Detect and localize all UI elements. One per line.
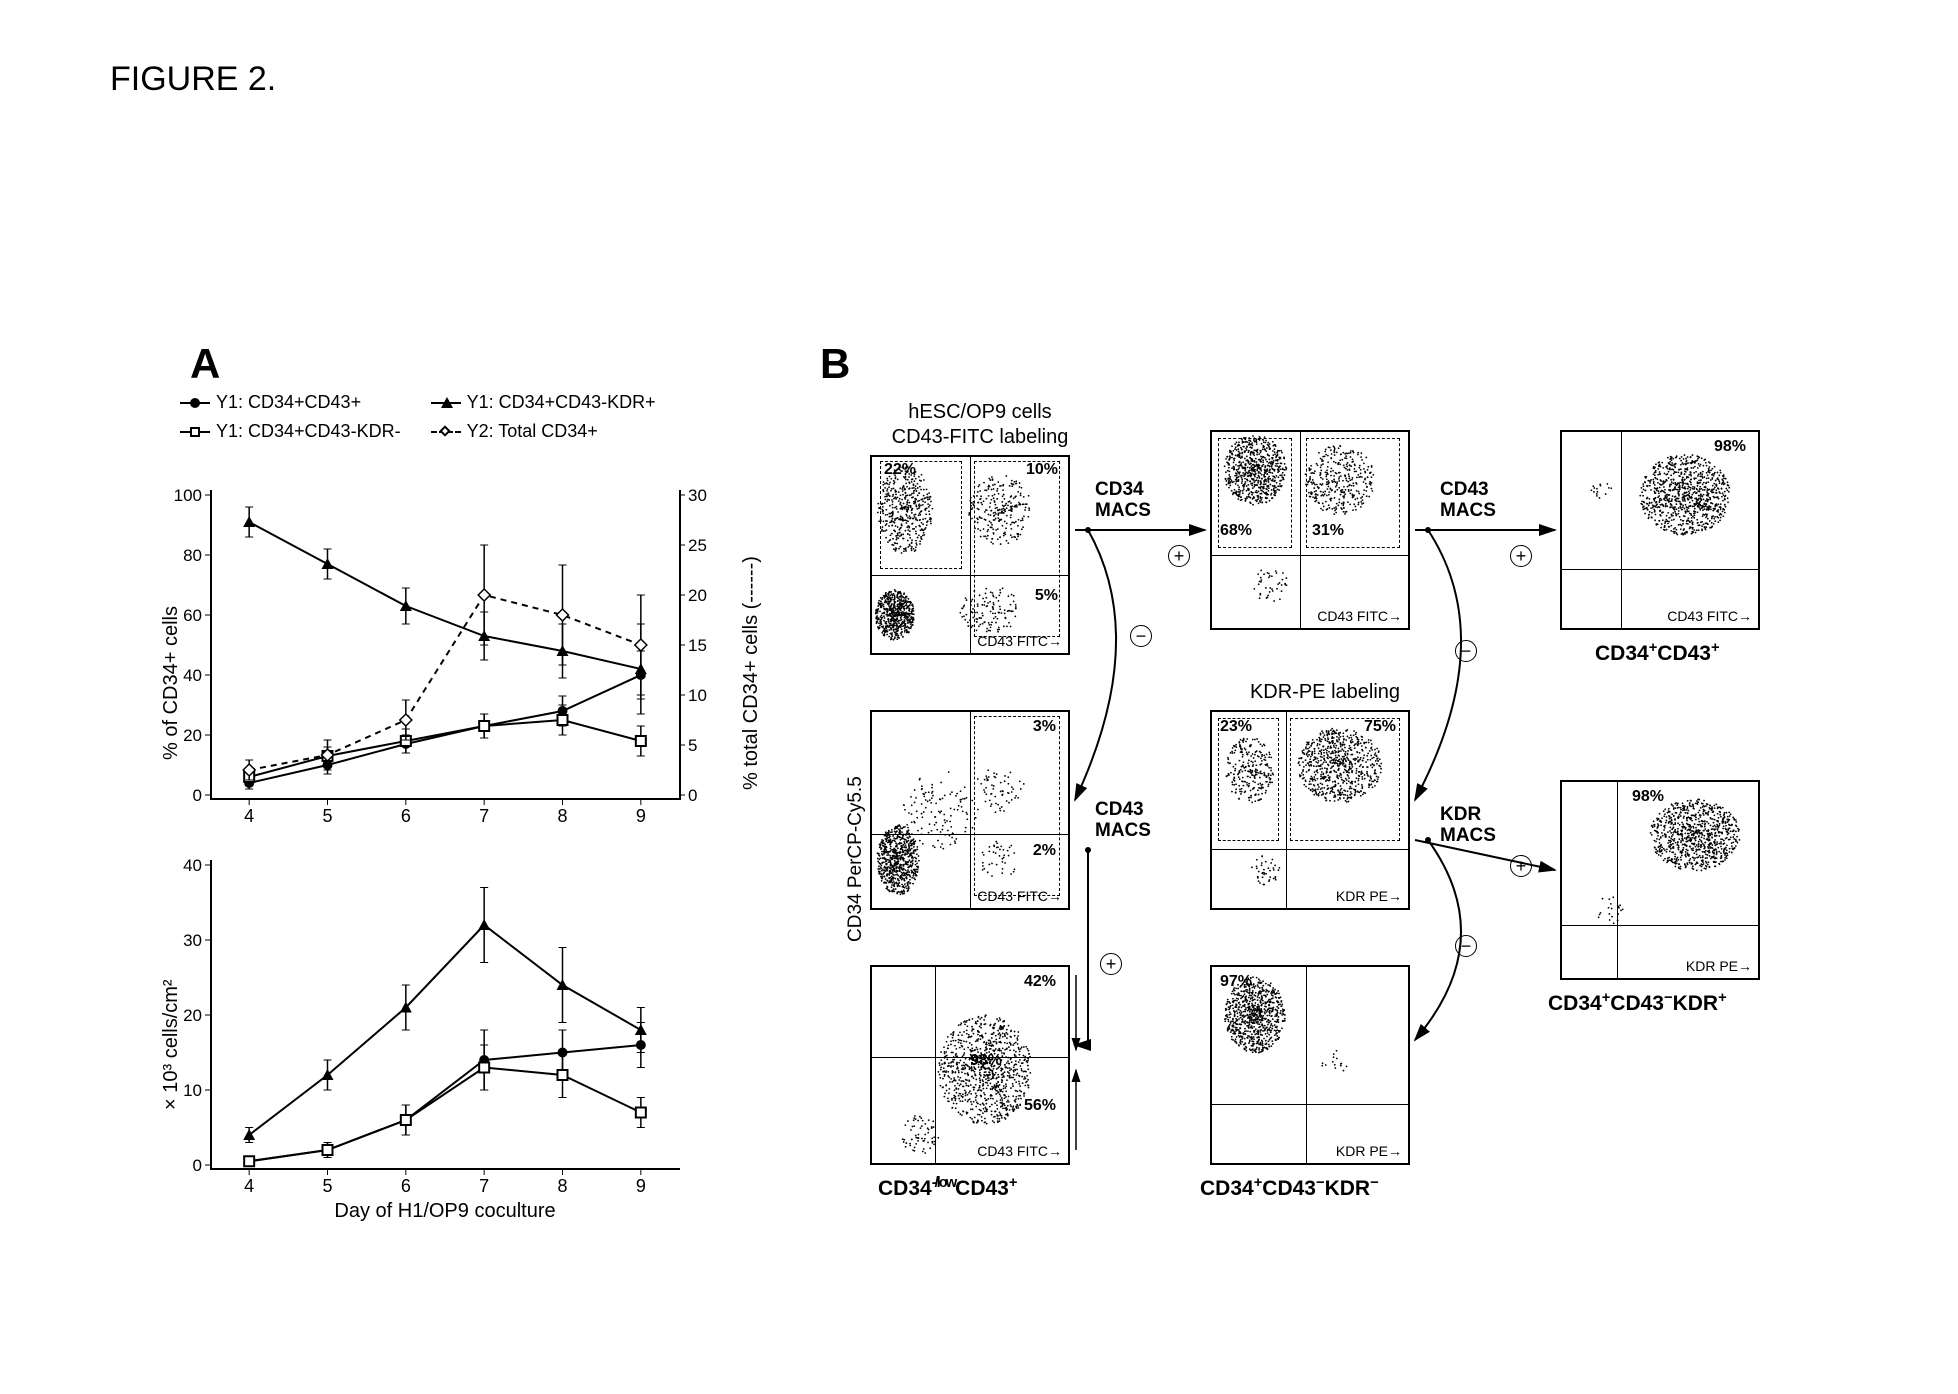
final-label-p7: CD34-/lowCD43+ (878, 1175, 1017, 1201)
y2-axis-label: % total CD34+ cells (------) (740, 556, 763, 790)
svg-text:40: 40 (183, 666, 202, 685)
svg-text:4: 4 (244, 806, 254, 826)
minus-icon: − (1130, 625, 1152, 647)
facs-plot-p3: 98% CD43 FITC→ (1560, 430, 1760, 630)
panel-b-kdr-label: KDR-PE labeling (1225, 680, 1425, 704)
svg-text:4: 4 (244, 1176, 254, 1196)
ax: KDR PE→ (1336, 888, 1402, 904)
chart-a-top-svg: 020406080100051015202530456789 (210, 490, 680, 800)
pct: 98% (1632, 788, 1664, 806)
ax: KDR PE→ (1336, 1143, 1402, 1159)
svg-text:20: 20 (183, 1006, 202, 1025)
pct: 3% (1033, 718, 1056, 736)
svg-text:60: 60 (183, 606, 202, 625)
final-label-p3: CD34+CD43+ (1595, 640, 1720, 666)
y-axis-label: × 10³ cells/cm² (160, 979, 183, 1110)
plus-icon: + (1510, 855, 1532, 877)
svg-text:20: 20 (183, 726, 202, 745)
svg-text:30: 30 (183, 931, 202, 950)
legend-item-2: Y1: CD34+CD43-KDR+ (431, 390, 656, 415)
pct: 56% (1024, 1097, 1056, 1115)
svg-text:30: 30 (688, 486, 707, 505)
legend-item-1: Y1: CD34+CD43+ (180, 390, 401, 415)
minus-icon: − (1455, 640, 1477, 662)
chart-a-bottom-svg: 010203040456789 (210, 860, 680, 1170)
svg-text:20: 20 (688, 586, 707, 605)
facs-plot-p8: 97% KDR PE→ (1210, 965, 1410, 1165)
ax: CD43 FITC→ (977, 888, 1062, 904)
svg-text:10: 10 (183, 1081, 202, 1100)
chart-legend: Y1: CD34+CD43+ Y1: CD34+CD43-KDR+ Y1: CD… (180, 390, 656, 444)
pct: 22% (884, 461, 916, 479)
x-axis-label: Day of H1/OP9 coculture (290, 1200, 600, 1223)
svg-text:6: 6 (401, 1176, 411, 1196)
panel-b-y-axis: CD34 PerCP-Cy5.5 (845, 776, 867, 942)
panel-b-label: B (820, 340, 850, 388)
ax: CD43 FITC→ (1667, 608, 1752, 624)
svg-text:40: 40 (183, 856, 202, 875)
svg-text:5: 5 (322, 806, 332, 826)
ax: CD43 FITC→ (977, 633, 1062, 649)
facs-plot-p1: 22% 10% 5% CD43 FITC→ (870, 455, 1070, 655)
facs-plot-p2: 68% 31% CD43 FITC→ (1210, 430, 1410, 630)
facs-plot-p6: 98% KDR PE→ (1560, 780, 1760, 980)
pct: 97% (1220, 973, 1252, 991)
pct: 98% (970, 1052, 1002, 1070)
plus-icon: + (1510, 545, 1532, 567)
svg-text:100: 100 (174, 486, 202, 505)
macs-cd34: CD34MACS (1095, 480, 1151, 522)
svg-text:80: 80 (183, 546, 202, 565)
svg-text:7: 7 (479, 1176, 489, 1196)
svg-text:9: 9 (636, 1176, 646, 1196)
facs-plot-p7: 42% 98% 56% CD43 FITC→ (870, 965, 1070, 1165)
svg-text:5: 5 (322, 1176, 332, 1196)
svg-text:8: 8 (557, 1176, 567, 1196)
macs-kdr: KDRMACS (1440, 805, 1496, 847)
svg-text:0: 0 (193, 786, 202, 805)
svg-text:5: 5 (688, 736, 697, 755)
final-label-p6: CD34+CD43−KDR+ (1548, 990, 1727, 1016)
facs-plot-p5: 23% 75% KDR PE→ (1210, 710, 1410, 910)
legend-label: Y1: CD34+CD43-KDR+ (467, 390, 656, 415)
ax: CD43 FITC→ (1317, 608, 1402, 624)
legend-item-4: Y2: Total CD34+ (431, 419, 656, 444)
svg-text:0: 0 (193, 1156, 202, 1175)
y1-axis-label: % of CD34+ cells (160, 606, 183, 760)
svg-text:25: 25 (688, 536, 707, 555)
pct: 31% (1312, 522, 1344, 540)
panel-b-header-1: hESC/OP9 cells (870, 400, 1090, 424)
macs-cd43-1: CD43MACS (1440, 480, 1496, 522)
pct: 2% (1033, 842, 1056, 860)
pct: 5% (1035, 587, 1058, 605)
svg-text:6: 6 (401, 806, 411, 826)
pct: 75% (1364, 718, 1396, 736)
pct: 42% (1024, 973, 1056, 991)
minus-icon: − (1455, 935, 1477, 957)
pct: 10% (1026, 461, 1058, 479)
svg-text:15: 15 (688, 636, 707, 655)
legend-item-3: Y1: CD34+CD43-KDR- (180, 419, 401, 444)
facs-plot-p4: 3% 2% CD43 FITC→ (870, 710, 1070, 910)
ax: CD43 FITC→ (977, 1143, 1062, 1159)
svg-text:7: 7 (479, 806, 489, 826)
plus-icon: + (1168, 545, 1190, 567)
svg-text:8: 8 (557, 806, 567, 826)
legend-label: Y2: Total CD34+ (467, 419, 598, 444)
plus-icon: + (1100, 953, 1122, 975)
pct: 98% (1714, 438, 1746, 456)
legend-label: Y1: CD34+CD43-KDR- (216, 419, 401, 444)
figure-title: FIGURE 2. (110, 60, 276, 99)
ax: KDR PE→ (1686, 958, 1752, 974)
svg-text:9: 9 (636, 806, 646, 826)
svg-text:0: 0 (688, 786, 697, 805)
final-label-p8: CD34+CD43−KDR− (1200, 1175, 1379, 1201)
pct: 68% (1220, 522, 1252, 540)
panel-b-header-2: CD43-FITC labeling (860, 425, 1100, 449)
pct: 23% (1220, 718, 1252, 736)
svg-text:10: 10 (688, 686, 707, 705)
macs-cd43-2: CD43MACS (1095, 800, 1151, 842)
panel-a-label: A (190, 340, 220, 388)
legend-label: Y1: CD34+CD43+ (216, 390, 361, 415)
